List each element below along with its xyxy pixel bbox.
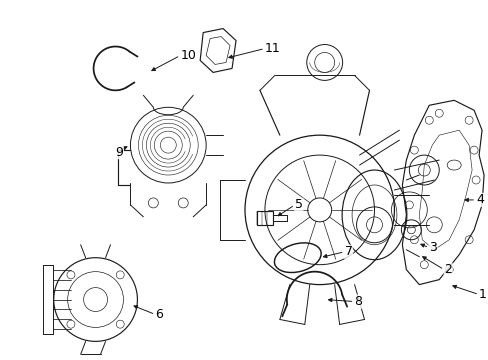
Text: 3: 3: [428, 241, 436, 254]
Text: 10: 10: [180, 49, 196, 62]
Text: 9: 9: [115, 145, 123, 159]
Text: 2: 2: [443, 263, 451, 276]
Text: 6: 6: [155, 308, 163, 321]
Text: 7: 7: [344, 245, 352, 258]
Text: 5: 5: [294, 198, 302, 211]
Text: 4: 4: [475, 193, 483, 206]
Bar: [256, 211, 272, 225]
Text: 11: 11: [264, 42, 280, 55]
Text: 8: 8: [354, 295, 362, 308]
Text: 1: 1: [478, 288, 486, 301]
